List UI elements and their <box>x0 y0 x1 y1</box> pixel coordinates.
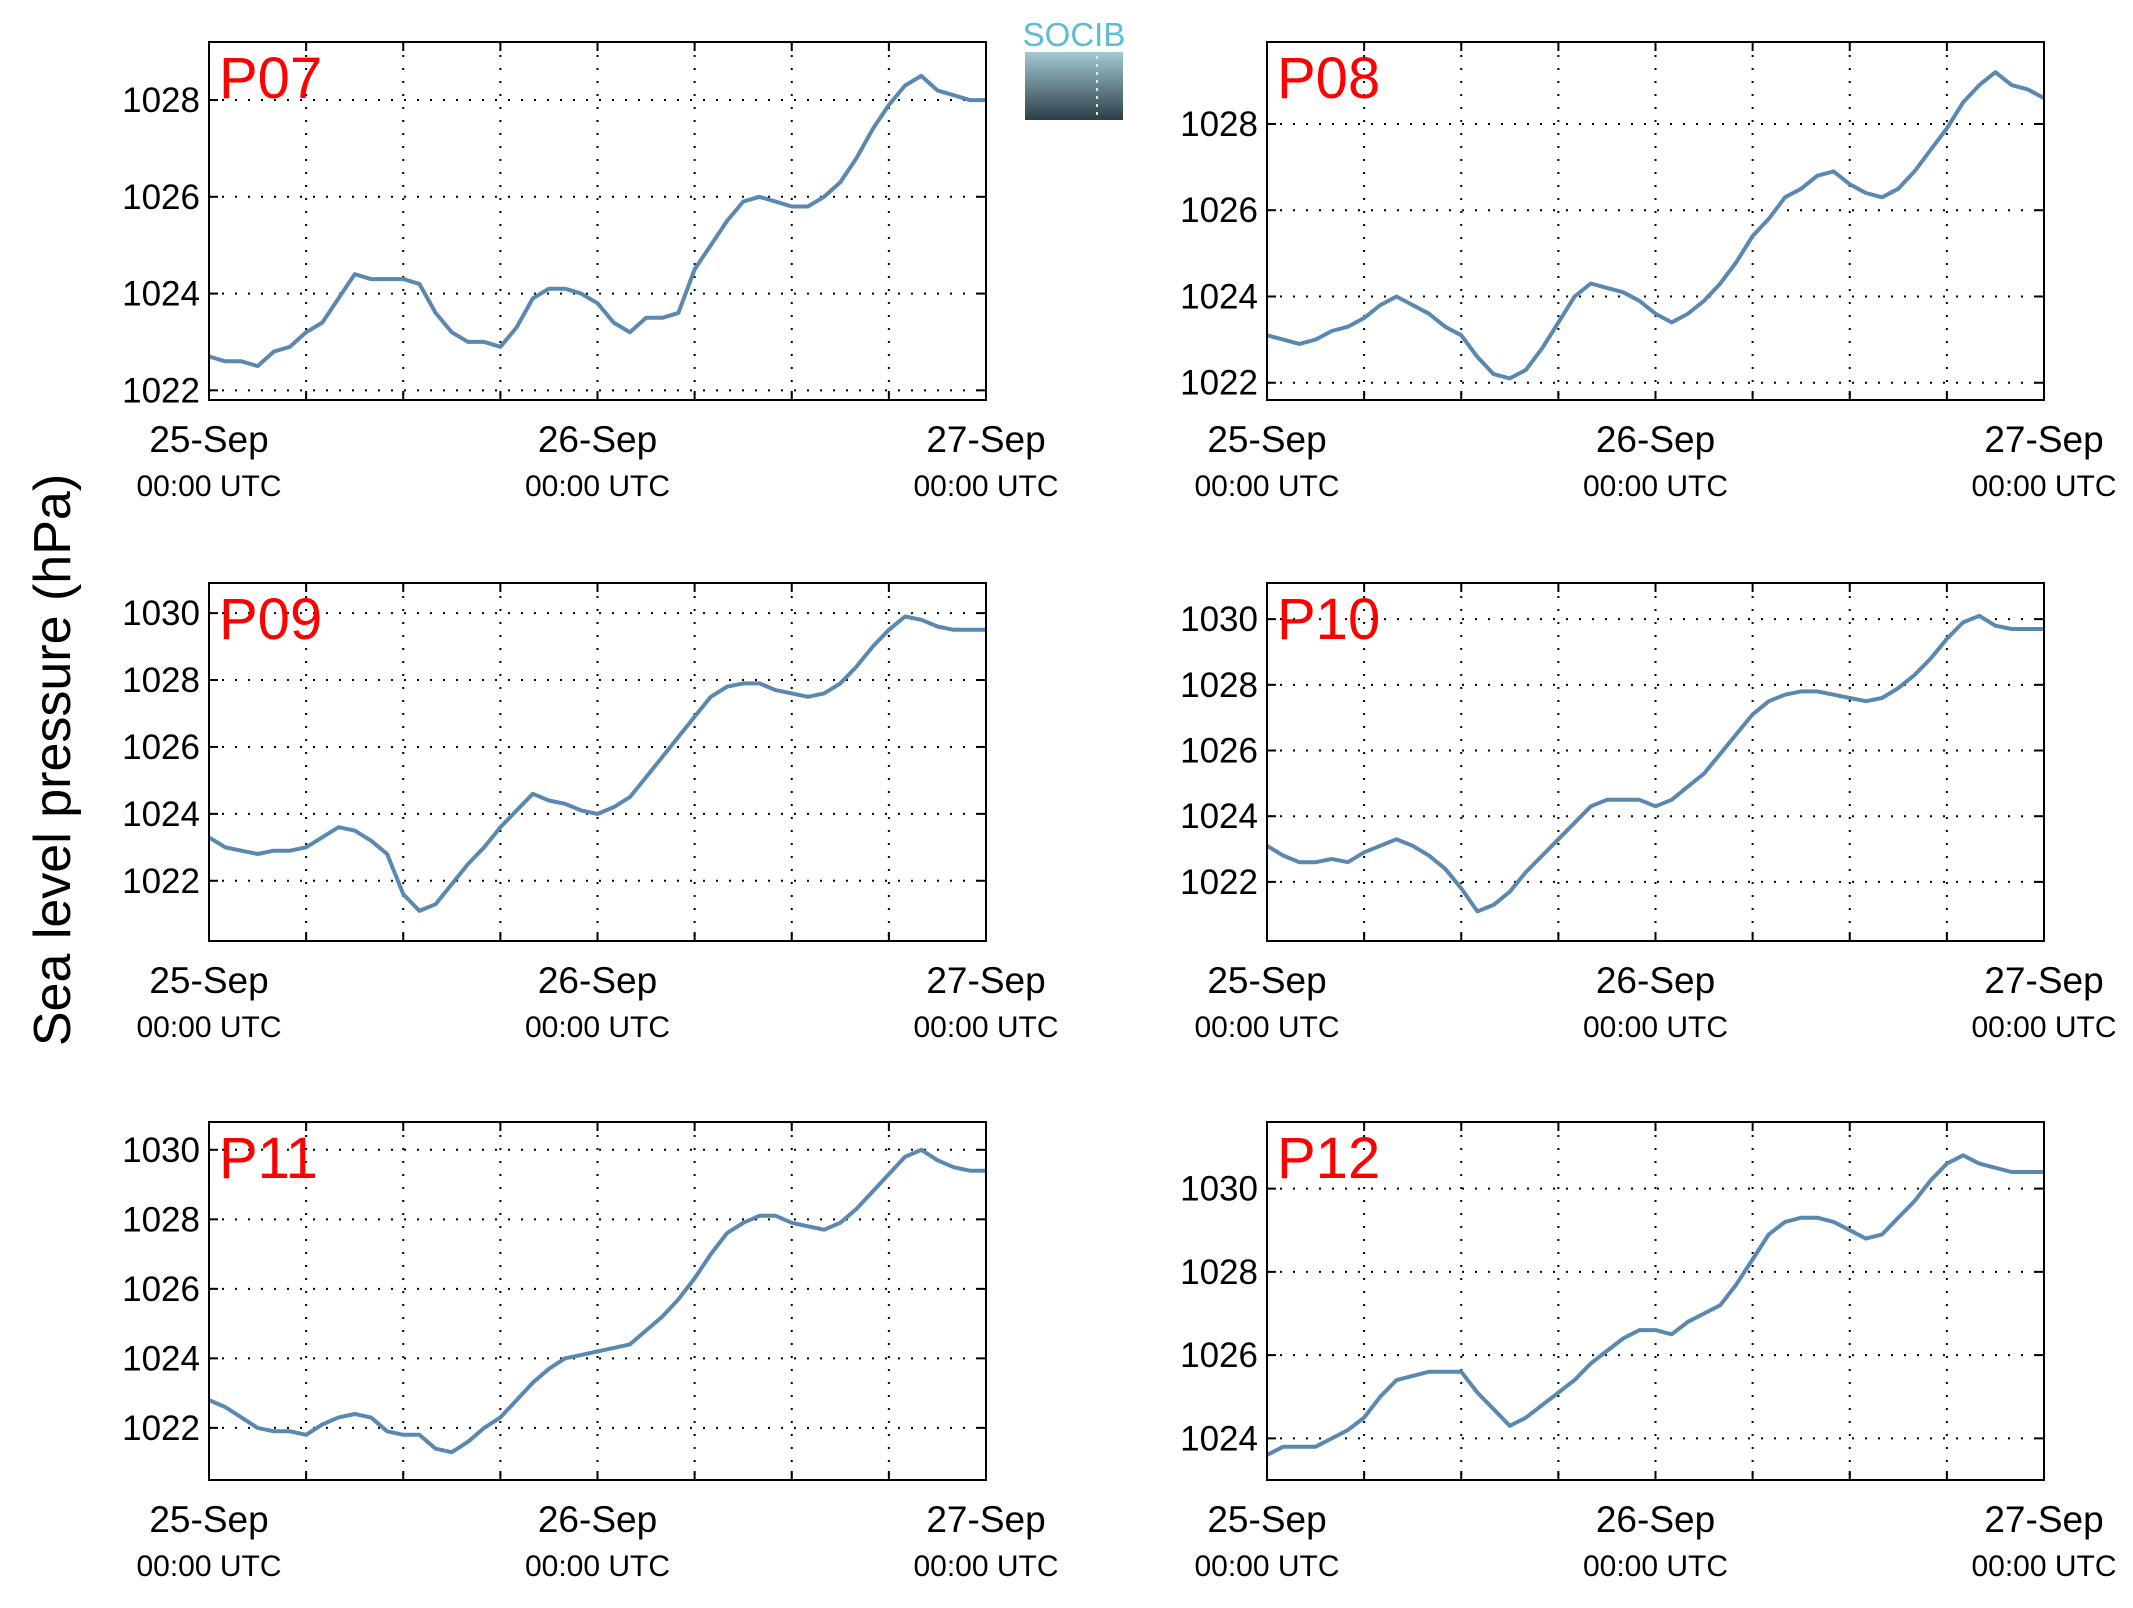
pressure-series-line <box>1265 613 2044 914</box>
chart-panel-p08: 1022 1024 1026 1028 P08 25-Sep 00:00 UTC 26-Sep… <box>1180 41 2117 503</box>
station-label: P11 <box>219 1126 318 1191</box>
y-tick-label: 1028 <box>1180 1253 1258 1292</box>
y-tick-label: 1028 <box>1180 105 1258 144</box>
x-tick-time-label: 00:00 UTC <box>136 1011 281 1044</box>
station-label: P09 <box>219 587 322 652</box>
x-tick-time-label: 00:00 UTC <box>913 470 1058 503</box>
y-tick-label: 1026 <box>1180 1336 1258 1375</box>
y-tick-label: 1022 <box>1180 863 1258 902</box>
x-tick-date-label: 25-Sep <box>1207 960 1326 1001</box>
y-tick-label: 1022 <box>1180 364 1258 403</box>
axes-frame <box>208 582 987 942</box>
x-tick-time-label: 00:00 UTC <box>1971 1550 2116 1583</box>
y-tick-label: 1028 <box>122 81 200 120</box>
y-tick-label: 1026 <box>1180 191 1258 230</box>
x-tick-date-label: 27-Sep <box>926 419 1045 460</box>
axes-frame <box>1266 1121 2045 1481</box>
y-tick-label: 1022 <box>122 1409 200 1448</box>
x-tick-date-label: 25-Sep <box>149 1499 268 1540</box>
axes-frame <box>208 41 987 401</box>
x-tick-time-label: 00:00 UTC <box>1583 470 1728 503</box>
x-tick-date-label: 25-Sep <box>1207 1499 1326 1540</box>
x-tick-time-label: 00:00 UTC <box>525 1011 670 1044</box>
chart-panel-p12: 1024 1026 1028 1030 P12 25-Sep 00:00 UTC 26-Sep… <box>1180 1121 2117 1583</box>
station-label: P07 <box>219 46 322 111</box>
y-tick-label: 1024 <box>1180 1419 1258 1458</box>
y-tick-label: 1026 <box>122 1270 200 1309</box>
y-tick-label: 1028 <box>122 661 200 700</box>
x-tick-date-label: 25-Sep <box>1207 419 1326 460</box>
x-tick-time-label: 00:00 UTC <box>136 470 281 503</box>
x-tick-date-label: 26-Sep <box>538 960 657 1001</box>
y-tick-label: 1026 <box>122 728 200 767</box>
x-tick-time-label: 00:00 UTC <box>1971 1011 2116 1044</box>
x-tick-date-label: 26-Sep <box>1596 960 1715 1001</box>
station-label: P08 <box>1277 46 1380 111</box>
x-tick-time-label: 00:00 UTC <box>136 1550 281 1583</box>
chart-panel-p07: 1022 1024 1026 1028 P07 25-Sep 00:00 UTC 26-Sep… <box>122 41 1059 503</box>
y-tick-label: 1030 <box>1180 1170 1258 1209</box>
y-tick-label: 1024 <box>122 795 200 834</box>
pressure-series-line <box>207 614 986 913</box>
station-label: P12 <box>1277 1126 1380 1191</box>
y-tick-label: 1024 <box>122 275 200 314</box>
y-tick-label: 1028 <box>122 1200 200 1239</box>
axes-frame <box>208 1121 987 1481</box>
x-tick-date-label: 26-Sep <box>1596 1499 1715 1540</box>
chart-panel-p11: 1022 1024 1026 1028 1030 P11 25-Sep 00:00 UTC 26… <box>122 1121 1059 1583</box>
y-tick-label: 1024 <box>1180 277 1258 316</box>
pressure-series-line <box>208 1147 986 1455</box>
x-tick-date-label: 25-Sep <box>149 419 268 460</box>
x-tick-time-label: 00:00 UTC <box>1971 470 2116 503</box>
pressure-series-line <box>1266 70 2045 381</box>
chart-panel-p10: 1022 1024 1026 1028 1030 P10 25-Sep 00:00 UTC 26… <box>1180 582 2117 1044</box>
y-tick-label: 1022 <box>122 371 200 410</box>
x-tick-time-label: 00:00 UTC <box>913 1011 1058 1044</box>
y-axis-label: Sea level pressure (hPa) <box>24 474 82 1046</box>
x-tick-time-label: 00:00 UTC <box>525 470 670 503</box>
x-tick-date-label: 27-Sep <box>1984 960 2103 1001</box>
x-tick-time-label: 00:00 UTC <box>525 1550 670 1583</box>
y-tick-label: 1026 <box>122 178 200 217</box>
y-tick-label: 1030 <box>122 594 200 633</box>
x-tick-time-label: 00:00 UTC <box>1583 1011 1728 1044</box>
x-tick-date-label: 27-Sep <box>1984 419 2103 460</box>
x-tick-date-label: 27-Sep <box>926 1499 1045 1540</box>
axes-frame <box>1266 582 2045 942</box>
y-tick-label: 1022 <box>122 862 200 901</box>
y-tick-label: 1026 <box>1180 732 1258 771</box>
y-tick-label: 1024 <box>1180 797 1258 836</box>
socib-logo: SOCIB <box>1023 16 1126 120</box>
x-tick-time-label: 00:00 UTC <box>1194 1011 1339 1044</box>
x-tick-date-label: 26-Sep <box>538 1499 657 1540</box>
x-tick-date-label: 25-Sep <box>149 960 268 1001</box>
y-tick-label: 1024 <box>122 1339 200 1378</box>
station-label: P10 <box>1277 587 1380 652</box>
y-tick-label: 1030 <box>1180 600 1258 639</box>
x-tick-time-label: 00:00 UTC <box>913 1550 1058 1583</box>
x-tick-time-label: 00:00 UTC <box>1194 470 1339 503</box>
pressure-series-line <box>208 73 986 369</box>
pressure-series-line <box>1266 1153 2044 1457</box>
x-tick-date-label: 27-Sep <box>926 960 1045 1001</box>
logo-panel <box>1025 52 1123 120</box>
y-tick-label: 1030 <box>122 1131 200 1170</box>
logo-text: SOCIB <box>1023 16 1126 53</box>
x-tick-date-label: 27-Sep <box>1984 1499 2103 1540</box>
x-tick-date-label: 26-Sep <box>538 419 657 460</box>
axes-frame <box>1266 41 2045 401</box>
x-tick-time-label: 00:00 UTC <box>1194 1550 1339 1583</box>
chart-panel-p09: 1022 1024 1026 1028 1030 P09 25-Sep 00:00 UTC 26… <box>122 582 1059 1044</box>
x-tick-date-label: 26-Sep <box>1596 419 1715 460</box>
y-tick-label: 1028 <box>1180 666 1258 705</box>
x-tick-time-label: 00:00 UTC <box>1583 1550 1728 1583</box>
